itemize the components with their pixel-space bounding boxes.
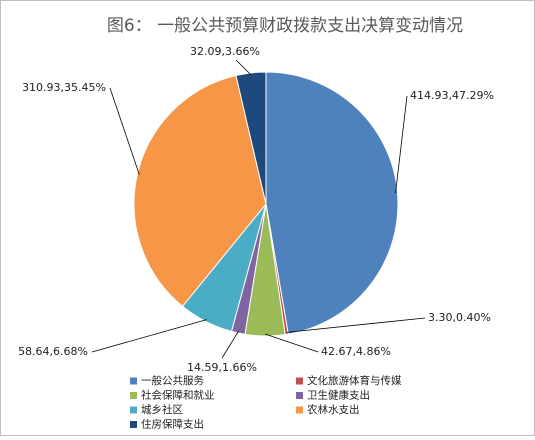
leader-line (264, 333, 319, 353)
leader-line (109, 87, 140, 175)
legend-label: 城乡社区 (141, 403, 183, 416)
legend-label: 一般公共服务 (141, 374, 204, 387)
pie-slice (133, 74, 267, 307)
legend-label: 卫生健康支出 (307, 389, 370, 402)
legend-swatch (130, 377, 137, 385)
legend-swatch (130, 406, 137, 414)
data-label: 14.59,1.66% (187, 361, 257, 374)
legend-label: 农林水支出 (307, 403, 360, 416)
data-label: 32.09,3.66% (190, 45, 260, 58)
pie-slice (265, 71, 399, 335)
data-label: 310.93,35.45% (22, 81, 106, 94)
data-label: 414.93,47.29% (410, 89, 494, 102)
leader-line (395, 95, 408, 194)
leader-line (221, 330, 239, 359)
legend-swatch (296, 392, 303, 399)
legend-swatch (296, 377, 303, 385)
legend-label: 文化旅游体育与传媒 (307, 374, 402, 387)
leader-line (286, 317, 426, 333)
data-label: 3.30,0.40% (428, 311, 491, 324)
legend-swatch (130, 392, 137, 399)
legend-swatch (296, 406, 303, 414)
legend-label: 社会保障和就业 (141, 389, 215, 402)
leader-line (235, 59, 252, 76)
data-label: 58.64,6.68% (18, 345, 88, 358)
leader-line (91, 319, 207, 353)
pie-slice (235, 71, 267, 205)
chart-title: 图6： 一般公共预算财政拨款支出决算变动情况 (107, 16, 463, 36)
legend-label: 住房保障支出 (141, 418, 204, 431)
data-label: 42.67,4.86% (321, 345, 391, 358)
legend-swatch (130, 421, 137, 428)
